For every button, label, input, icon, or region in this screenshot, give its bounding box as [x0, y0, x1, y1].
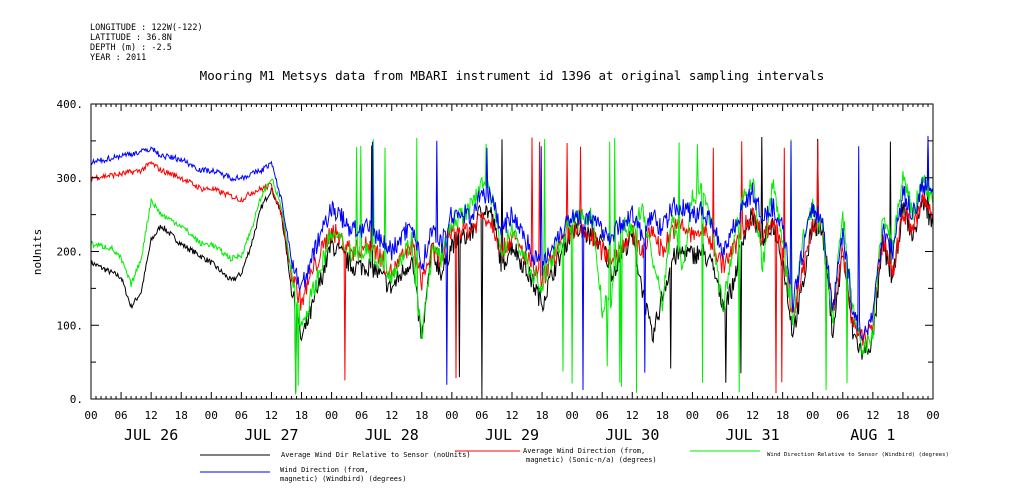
- legend: Average Wind Dir Relative to Sensor (noU…: [200, 447, 949, 483]
- plot-frame: [90, 103, 934, 400]
- y-tick-labels: 0. 100. 200. 300. 400.: [57, 98, 84, 406]
- x-tick-label: 12: [505, 409, 518, 422]
- legend-label-blue-line1: Wind Direction (from,: [280, 466, 369, 474]
- x-tick-label: 06: [475, 409, 488, 422]
- x-tick-label: 12: [145, 409, 158, 422]
- day-label: JUL 30: [605, 426, 659, 444]
- x-tick-label: 00: [806, 409, 819, 422]
- x-tick-label: 12: [866, 409, 879, 422]
- x-tick-label: 18: [656, 409, 669, 422]
- x-tick-label: 06: [235, 409, 248, 422]
- day-label: JUL 27: [244, 426, 298, 444]
- day-label: JUL 26: [124, 426, 178, 444]
- y-axis-label: noUnits: [31, 229, 44, 275]
- x-tick-label: 12: [385, 409, 398, 422]
- x-tick-label: 18: [896, 409, 909, 422]
- x-tick-label: 00: [205, 409, 218, 422]
- y-tick-label: 300.: [57, 172, 84, 185]
- day-labels: JUL 26 JUL 27 JUL 28 JUL 29 JUL 30 JUL 31 AUG …: [124, 426, 895, 444]
- x-tick-labels: 00 06 12 18 00 06 12 18 00 06 12 18 00 06 12 18 00 06 12 18…: [84, 409, 939, 422]
- x-tick-label: 00: [686, 409, 699, 422]
- y-tick-label: 400.: [57, 98, 84, 111]
- day-label: JUL 31: [725, 426, 779, 444]
- day-label: JUL 29: [485, 426, 539, 444]
- x-tick-label: 06: [596, 409, 609, 422]
- x-tick-label: 18: [175, 409, 188, 422]
- x-tick-label: 06: [836, 409, 849, 422]
- series-line-3: [90, 137, 934, 395]
- legend-label-green: Wind Direction Relative to Sensor (Windb…: [767, 452, 949, 458]
- y-tick-label: 100.: [57, 319, 84, 332]
- x-tick-label: 06: [114, 409, 127, 422]
- x-tick-label: 12: [626, 409, 639, 422]
- x-tick-label: 00: [566, 409, 579, 422]
- meta-depth: DEPTH (m) : -2.5: [90, 43, 172, 53]
- x-tick-label: 12: [265, 409, 278, 422]
- x-tick-label: 06: [355, 409, 368, 422]
- x-tick-label: 00: [325, 409, 338, 422]
- day-label: AUG 1: [850, 426, 895, 444]
- x-tick-label: 18: [295, 409, 308, 422]
- x-tick-label: 18: [535, 409, 548, 422]
- y-tick-label: 200.: [57, 246, 84, 259]
- series-line-1: [90, 136, 934, 393]
- y-tick-label: 0.: [70, 393, 83, 406]
- meta-longitude: LONGITUDE : 122W(-122): [90, 23, 203, 33]
- series-lines: [90, 135, 934, 395]
- x-tick-label: 00: [926, 409, 939, 422]
- legend-label-red-line1: Average Wind Direction (from,: [523, 447, 645, 455]
- x-tick-label: 18: [776, 409, 789, 422]
- x-tick-label: 12: [746, 409, 759, 422]
- chart-title: Mooring M1 Metsys data from MBARI instru…: [200, 68, 825, 83]
- legend-label-blue-line2: magnetic) (Windbird) (degrees): [280, 475, 406, 483]
- x-tick-label: 00: [445, 409, 458, 422]
- day-label: JUL 28: [365, 426, 419, 444]
- legend-label-black: Average Wind Dir Relative to Sensor (noU…: [281, 451, 471, 459]
- legend-label-red-line2: magnetic) (Sonic-n/a) (degrees): [526, 456, 657, 464]
- metadata-block: LONGITUDE : 122W(-122) LATITUDE : 36.8N …: [90, 23, 203, 63]
- x-tick-label: 06: [716, 409, 729, 422]
- meta-year: YEAR : 2011: [90, 53, 146, 63]
- x-tick-label: 00: [84, 409, 97, 422]
- series-line-4: [90, 135, 934, 391]
- x-tick-label: 18: [415, 409, 428, 422]
- meta-latitude: LATITUDE : 36.8N: [90, 33, 172, 43]
